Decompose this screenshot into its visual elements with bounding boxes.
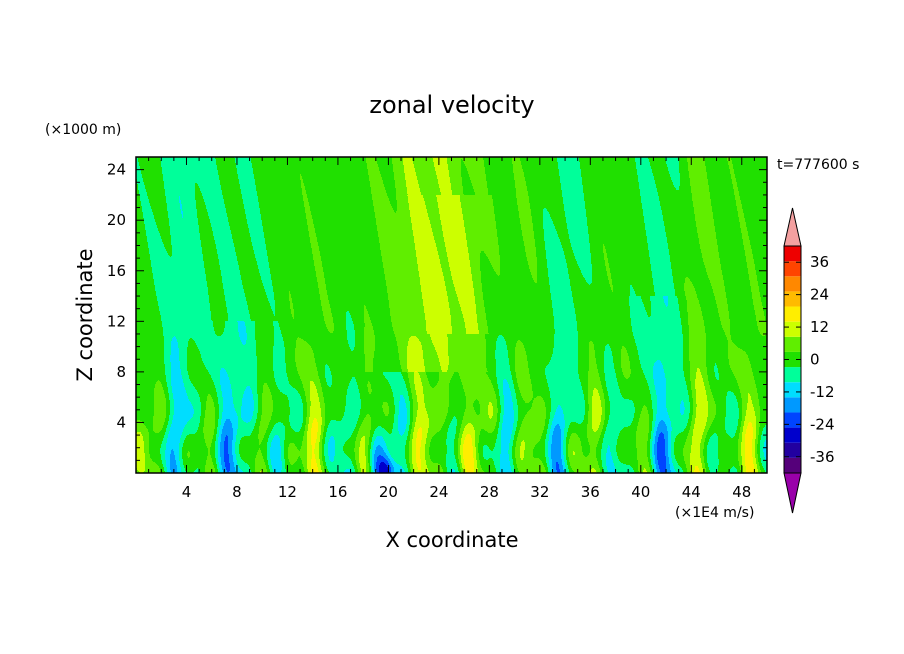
x-axis-label: X coordinate: [385, 528, 518, 552]
colorbar-band-2: [784, 427, 801, 443]
velocity-field-image: [136, 157, 767, 473]
x-tick-label-44: 44: [682, 483, 701, 501]
colorbar-label-12: 12: [810, 318, 829, 336]
colorbar-band-6: [784, 367, 801, 383]
x-tick-label-28: 28: [480, 483, 499, 501]
colorbar: -36 -24 -12 0 12 24 36: [783, 207, 835, 514]
colorbar-band-11: [784, 291, 801, 307]
y-axis-label: Z coordinate: [73, 248, 97, 381]
x-axis-ticks: 4 8 12 16 20 24 28 32 36 40 44 48: [148, 157, 755, 501]
y-tick-label-8: 8: [116, 363, 126, 381]
y-tick-label-4: 4: [116, 413, 126, 431]
colorbar-band-14: [784, 246, 801, 262]
y-units-label: (×1000 m): [45, 122, 121, 138]
chart-title: zonal velocity: [369, 91, 534, 119]
colorbar-band-8: [784, 336, 801, 352]
colorbar-band-7: [784, 351, 801, 368]
time-label: t=777600 s: [777, 157, 859, 173]
x-tick-label-12: 12: [278, 483, 297, 501]
colorbar-band-12: [784, 276, 801, 292]
y-tick-label-24: 24: [107, 161, 126, 179]
velocity-field: [136, 157, 767, 473]
colorbar-band-4: [784, 397, 801, 413]
x-tick-label-4: 4: [182, 483, 192, 501]
colorbar-band-0: [784, 457, 801, 473]
colorbar-band-5: [784, 382, 801, 398]
x-tick-label-40: 40: [631, 483, 650, 501]
colorbar-band-13: [784, 261, 801, 277]
y-axis-ticks: 4 8 12 16 20 24: [107, 161, 767, 461]
colorbar-band-10: [784, 306, 801, 322]
colorbar-label--12: -12: [810, 383, 835, 401]
colorbar-label-24: 24: [810, 286, 829, 304]
x-tick-label-48: 48: [732, 483, 751, 501]
x-tick-label-36: 36: [581, 483, 600, 501]
colorbar-under-arrow: [783, 472, 802, 514]
x-tick-label-8: 8: [232, 483, 242, 501]
colorbar-label--36: -36: [810, 448, 835, 466]
colorbar-label--24: -24: [810, 415, 835, 433]
colorbar-band-1: [784, 442, 801, 458]
colorbar-label-0: 0: [810, 351, 820, 369]
colorbar-band-9: [784, 321, 801, 337]
colorbar-over-arrow: [783, 207, 802, 247]
x-tick-label-24: 24: [429, 483, 448, 501]
x-tick-label-20: 20: [379, 483, 398, 501]
colorbar-band-3: [784, 412, 801, 428]
y-tick-label-12: 12: [107, 312, 126, 330]
colorbar-label-36: 36: [810, 253, 829, 271]
x-tick-label-16: 16: [328, 483, 347, 501]
x-units-label: (×1E4 m/s): [675, 505, 754, 521]
y-tick-label-16: 16: [107, 262, 126, 280]
y-tick-label-20: 20: [107, 211, 126, 229]
x-tick-label-32: 32: [530, 483, 549, 501]
